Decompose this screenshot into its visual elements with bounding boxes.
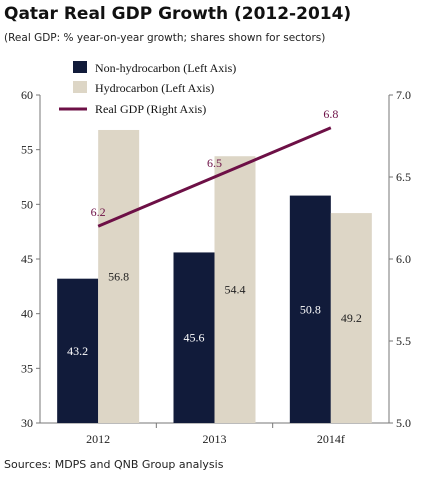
- x-tick-label: 2013: [203, 432, 227, 446]
- data-label-real-gdp: 6.5: [207, 156, 222, 170]
- bar-non-hydrocarbon: [173, 252, 215, 423]
- legend-swatch-hydrocarbon: [73, 81, 87, 93]
- legend-swatch-non-hydrocarbon: [73, 61, 87, 73]
- bars: 43.2 56.8 45.6 54.4 50.8 49.2: [57, 129, 372, 423]
- real-gdp-line-group: 6.2 6.5 6.8: [91, 107, 338, 228]
- bar-non-hydrocarbon: [289, 195, 331, 423]
- data-label-hydrocarbon: 56.8: [108, 269, 129, 283]
- right-tick-label: 6.0: [396, 252, 411, 266]
- left-tick-label: 60: [21, 88, 33, 102]
- bar-hydrocarbon: [98, 129, 140, 423]
- right-tick-label: 6.5: [396, 170, 411, 184]
- data-label-hydrocarbon: 54.4: [225, 283, 246, 297]
- left-tick-label: 45: [21, 252, 33, 266]
- left-tick-label: 50: [21, 197, 33, 211]
- right-tick-label: 5.0: [396, 416, 411, 430]
- legend-label-hydrocarbon: Hydrocarbon (Left Axis): [95, 81, 214, 95]
- right-tick-label: 7.0: [396, 88, 411, 102]
- bar-hydrocarbon: [214, 156, 256, 423]
- data-label-real-gdp: 6.2: [91, 205, 106, 219]
- chart-title: Qatar Real GDP Growth (2012-2014): [4, 4, 352, 24]
- left-tick-label: 30: [21, 416, 33, 430]
- x-tick-label: 2014f: [317, 432, 345, 446]
- chart-subtitle: (Real GDP: % year-on-year growth; shares…: [4, 32, 326, 44]
- bar-hydrocarbon: [330, 213, 372, 423]
- real-gdp-line: [97, 126, 332, 228]
- right-tick-label: 5.5: [396, 334, 411, 348]
- left-tick-label: 35: [21, 361, 33, 375]
- data-label-non-hydrocarbon: 50.8: [300, 302, 321, 316]
- left-tick-label: 40: [21, 307, 33, 321]
- data-label-real-gdp: 6.8: [323, 107, 338, 121]
- data-label-non-hydrocarbon: 43.2: [67, 344, 88, 358]
- source-note: Sources: MDPS and QNB Group analysis: [4, 458, 224, 471]
- x-tick-label: 2012: [86, 432, 110, 446]
- legend-label-non-hydrocarbon: Non-hydrocarbon (Left Axis): [95, 61, 236, 75]
- data-label-hydrocarbon: 49.2: [341, 311, 362, 325]
- bar-non-hydrocarbon: [57, 278, 99, 423]
- legend-label-real-gdp: Real GDP (Right Axis): [95, 102, 206, 116]
- left-tick-label: 55: [21, 143, 33, 157]
- data-label-non-hydrocarbon: 45.6: [184, 331, 205, 345]
- legend: Non-hydrocarbon (Left Axis) Hydrocarbon (…: [59, 61, 236, 116]
